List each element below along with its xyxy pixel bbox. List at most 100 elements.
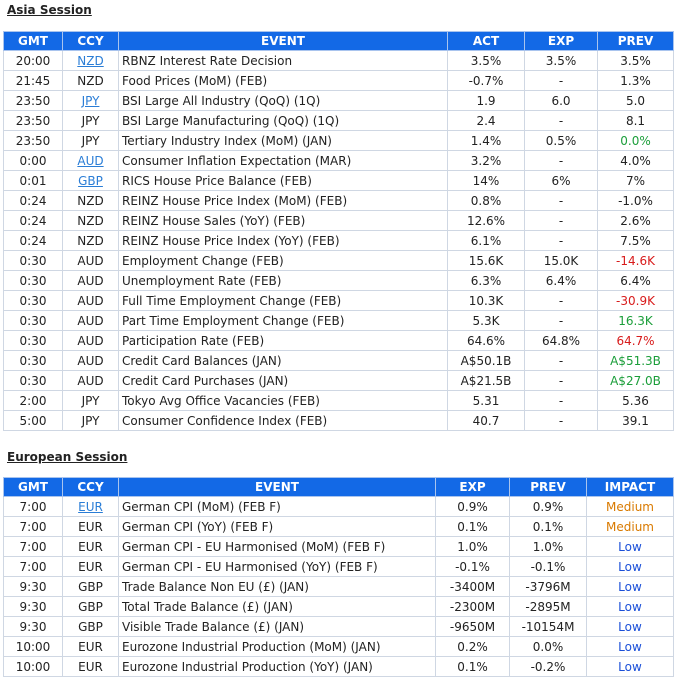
event-cell: Participation Rate (FEB) [118,330,448,351]
gmt-cell: 20:00 [3,50,63,71]
previous-cell-text: 1.3% [620,73,651,88]
gmt-cell: 0:24 [3,230,63,251]
table-row: 23:50 JPY Tertiary Industry Index (MoM) (J… [3,130,674,151]
currency-cell-text[interactable]: GBP [78,173,103,188]
expected-cell: - [524,70,598,91]
event-cell: Trade Balance Non EU (£) (JAN) [118,576,436,597]
previous-cell: 0.9% [509,496,587,517]
col-header-event: EVENT [118,31,448,51]
previous-cell: 64.7% [597,330,674,351]
impact-cell-text: Low [618,659,642,674]
table-row: 7:00 EUR German CPI - EU Harmonised (MoM) … [3,536,674,557]
currency-cell-text: AUD [77,353,104,368]
gmt-cell: 0:30 [3,250,63,271]
event-cell: Consumer Inflation Expectation (MAR) [118,150,448,171]
currency-cell-text[interactable]: JPY [81,93,100,108]
gmt-cell: 7:00 [3,536,63,557]
gmt-cell: 0:30 [3,290,63,311]
event-cell: RICS House Price Balance (FEB) [118,170,448,191]
event-cell: Food Prices (MoM) (FEB) [118,70,448,91]
gmt-cell: 0:24 [3,190,63,211]
previous-cell: -10154M [509,616,587,637]
previous-cell-text: 64.7% [616,333,655,348]
currency-cell: NZD [62,230,119,251]
previous-cell: 0.1% [509,516,587,537]
currency-cell-text: NZD [77,193,104,208]
expected-cell: 1.0% [435,536,510,557]
table-row: 9:30 GBP Total Trade Balance (£) (JAN) -230… [3,596,674,617]
col-header-exp: EXP [524,31,598,51]
expected-cell: 6% [524,170,598,191]
table-row: 7:00 EUR German CPI (MoM) (FEB F) 0.9% 0.9% M… [3,496,674,517]
currency-cell: AUD [62,330,119,351]
expected-cell: -0.1% [435,556,510,577]
previous-cell-text: 39.1 [622,413,649,428]
expected-cell: - [524,410,598,431]
gmt-cell: 10:00 [3,656,63,677]
event-cell: Part Time Employment Change (FEB) [118,310,448,331]
currency-cell: EUR [62,536,119,557]
currency-cell-text: GBP [78,599,103,614]
previous-cell: 0.0% [597,130,674,151]
currency-cell-text: AUD [77,373,104,388]
previous-cell: -0.1% [509,556,587,577]
expected-cell: 3.5% [524,50,598,71]
impact-cell-text: Low [618,559,642,574]
impact-cell: Medium [586,516,674,537]
previous-cell: 4.0% [597,150,674,171]
expected-cell: 0.5% [524,130,598,151]
currency-cell-text[interactable]: AUD [77,153,104,168]
currency-cell: AUD [62,310,119,331]
expected-cell: 0.9% [435,496,510,517]
gmt-cell: 2:00 [3,390,63,411]
expected-cell: -9650M [435,616,510,637]
table-row: 7:00 EUR German CPI - EU Harmonised (YoY) … [3,556,674,577]
impact-cell: Low [586,656,674,677]
impact-cell-text: Low [618,619,642,634]
actual-cell: 0.8% [447,190,525,211]
event-cell: Visible Trade Balance (£) (JAN) [118,616,436,637]
expected-cell: - [524,150,598,171]
table-row: 10:00 EUR Eurozone Industrial Production (… [3,656,674,677]
event-cell: Total Trade Balance (£) (JAN) [118,596,436,617]
actual-cell: 6.1% [447,230,525,251]
previous-cell-text: 16.3K [618,313,653,328]
table-row: 0:00 AUD Consumer Inflation Expectation (M… [3,150,674,171]
gmt-cell: 9:30 [3,596,63,617]
currency-cell-text[interactable]: NZD [77,53,104,68]
event-cell: Full Time Employment Change (FEB) [118,290,448,311]
previous-cell: 1.0% [509,536,587,557]
currency-cell: AUD [62,270,119,291]
currency-cell: GBP [62,170,119,191]
expected-cell: 0.1% [435,656,510,677]
col-header-ccy: CCY [62,477,119,497]
gmt-cell: 23:50 [3,90,63,111]
currency-cell-text[interactable]: EUR [78,499,103,514]
col-header-gmt: GMT [3,477,63,497]
table-row: 0:30 AUD Employment Change (FEB) 15.6K 15.0K… [3,250,674,271]
table-row: 0:30 AUD Credit Card Purchases (JAN) A$21.5… [3,370,674,391]
currency-cell: GBP [62,576,119,597]
table-row: 0:24 NZD REINZ House Price Index (YoY) (FE… [3,230,674,251]
previous-cell-text: 6.4% [620,273,651,288]
impact-cell: Low [586,596,674,617]
asia-header-row: GMT CCY EVENT ACT EXP PREV [3,31,674,51]
european-session-table: GMT CCY EVENT EXP PREV IMPACT 7:00 EUR Ger… [3,477,674,677]
previous-cell: -14.6K [597,250,674,271]
previous-cell: -30.9K [597,290,674,311]
expected-cell: - [524,190,598,211]
table-row: 0:30 AUD Full Time Employment Change (FEB)… [3,290,674,311]
previous-cell-text: -14.6K [616,253,655,268]
actual-cell: 14% [447,170,525,191]
table-row: 5:00 JPY Consumer Confidence Index (FEB) 40… [3,410,674,431]
actual-cell: 6.3% [447,270,525,291]
event-cell: German CPI (YoY) (FEB F) [118,516,436,537]
event-cell: Eurozone Industrial Production (MoM) (JA… [118,636,436,657]
currency-cell-text: NZD [77,233,104,248]
actual-cell: 1.4% [447,130,525,151]
expected-cell: - [524,290,598,311]
previous-cell: 7% [597,170,674,191]
currency-cell: JPY [62,90,119,111]
currency-cell: GBP [62,596,119,617]
event-cell: Tokyo Avg Office Vacancies (FEB) [118,390,448,411]
